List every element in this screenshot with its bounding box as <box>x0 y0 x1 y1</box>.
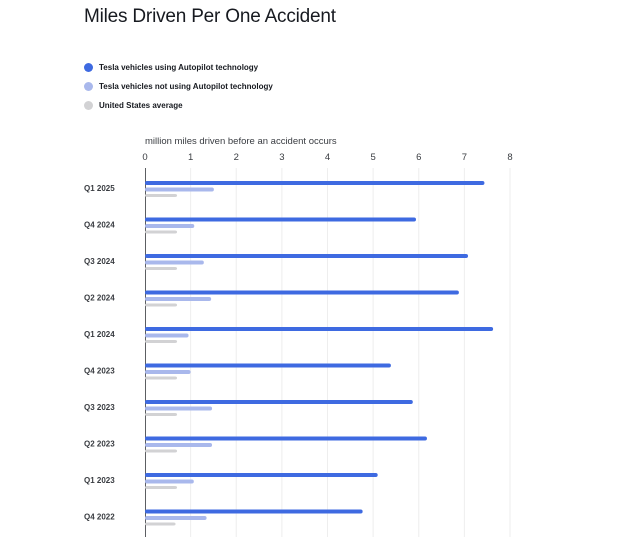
bar <box>145 509 363 514</box>
legend-swatch-no-autopilot <box>84 82 93 91</box>
legend-item-us-average: United States average <box>84 96 273 115</box>
x-tick-label: 5 <box>370 152 375 163</box>
x-tick-label: 6 <box>416 152 421 163</box>
category-label: Q4 2022 <box>84 513 115 522</box>
bar <box>145 436 427 441</box>
category-label: Q3 2024 <box>84 257 115 266</box>
bar <box>145 254 469 258</box>
legend-swatch-us-average <box>84 101 93 110</box>
bar <box>145 267 178 270</box>
category-label: Q1 2024 <box>84 330 115 339</box>
legend-label-us-average: United States average <box>99 101 183 110</box>
bar <box>145 516 207 520</box>
category-label: Q4 2024 <box>84 221 115 230</box>
bar <box>145 224 195 228</box>
x-tick-label: 7 <box>462 152 467 163</box>
bar <box>145 363 391 368</box>
bar <box>145 290 459 295</box>
bar <box>145 181 485 185</box>
x-tick-label: 2 <box>234 152 239 163</box>
bar <box>145 449 178 453</box>
bar <box>145 473 378 477</box>
x-tick-label: 4 <box>325 152 330 163</box>
category-label: Q1 2023 <box>84 476 115 485</box>
category-label: Q1 2025 <box>84 184 115 193</box>
bar <box>145 486 178 489</box>
bar <box>145 340 178 343</box>
bar <box>145 479 194 484</box>
legend-item-no-autopilot: Tesla vehicles not using Autopilot techn… <box>84 77 273 96</box>
bar <box>145 260 204 265</box>
category-label: Q2 2023 <box>84 440 115 449</box>
bar <box>145 522 176 526</box>
bar <box>145 333 189 338</box>
bar <box>145 443 213 447</box>
category-label: Q3 2023 <box>84 403 115 412</box>
x-tick-label: 1 <box>188 152 193 163</box>
bar <box>145 187 214 192</box>
legend-item-autopilot: Tesla vehicles using Autopilot technolog… <box>84 58 273 77</box>
bar <box>145 230 178 234</box>
bar <box>145 376 178 380</box>
legend-label-no-autopilot: Tesla vehicles not using Autopilot techn… <box>99 82 273 91</box>
legend-swatch-autopilot <box>84 63 93 72</box>
bar <box>145 194 178 197</box>
x-axis-label: million miles driven before an accident … <box>145 136 337 147</box>
category-label: Q4 2023 <box>84 367 115 376</box>
chart-legend: Tesla vehicles using Autopilot technolog… <box>84 58 273 115</box>
bar <box>145 297 212 301</box>
bar <box>145 327 494 331</box>
bar <box>145 413 178 416</box>
bar <box>145 370 191 374</box>
bar <box>145 400 413 404</box>
bar <box>145 217 417 222</box>
x-tick-label: 8 <box>507 152 512 163</box>
legend-label-autopilot: Tesla vehicles using Autopilot technolog… <box>99 63 259 72</box>
x-tick-label: 3 <box>279 152 284 163</box>
bar <box>145 303 178 307</box>
bar <box>145 406 213 411</box>
category-label: Q2 2024 <box>84 294 115 303</box>
x-tick-label: 0 <box>142 152 147 163</box>
chart-title: Miles Driven Per One Accident <box>84 6 336 27</box>
